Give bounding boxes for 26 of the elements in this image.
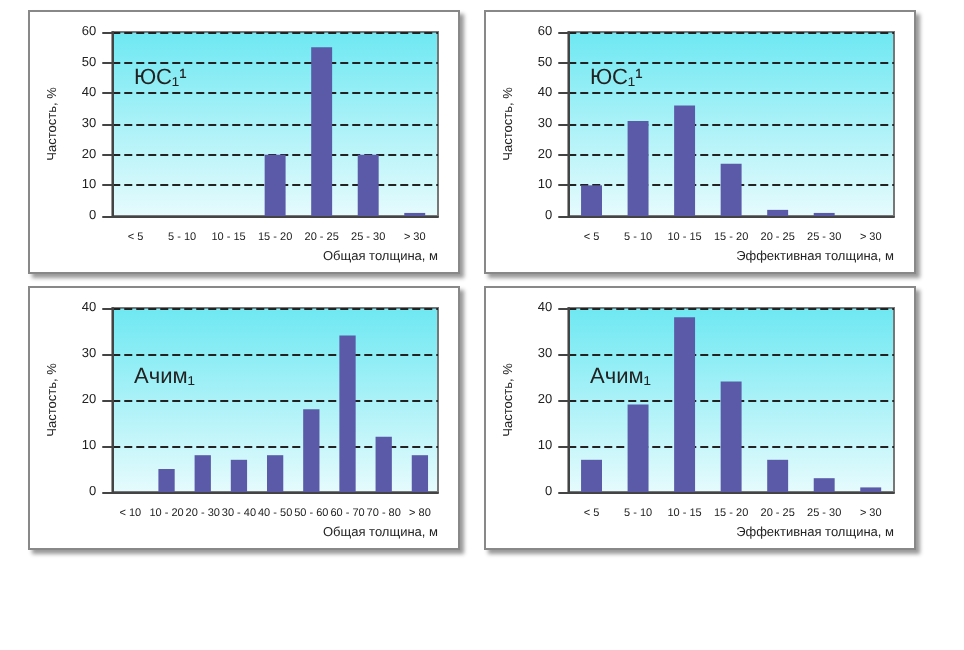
bar (375, 436, 392, 492)
bar (720, 163, 742, 216)
bar (411, 455, 429, 492)
bar (303, 409, 320, 492)
bar (194, 455, 211, 492)
bar (720, 381, 742, 492)
bar (339, 335, 356, 492)
annotation: Ачим₁ (134, 365, 196, 389)
bar (767, 209, 789, 216)
bar (311, 47, 333, 216)
bar (158, 469, 175, 492)
bar (266, 455, 284, 492)
annotation: Ачим₁ (590, 365, 652, 389)
bar (813, 478, 835, 492)
bar (230, 459, 248, 492)
bar (627, 404, 649, 492)
bar (674, 317, 696, 492)
bar (357, 154, 379, 216)
annotation: ЮС₁¹ (134, 66, 188, 90)
bar (674, 105, 696, 216)
bar (627, 120, 649, 216)
bar (581, 459, 602, 492)
annotation: ЮС₁¹ (590, 66, 644, 90)
bar (767, 459, 789, 492)
bar (581, 185, 602, 216)
bar (264, 154, 286, 216)
